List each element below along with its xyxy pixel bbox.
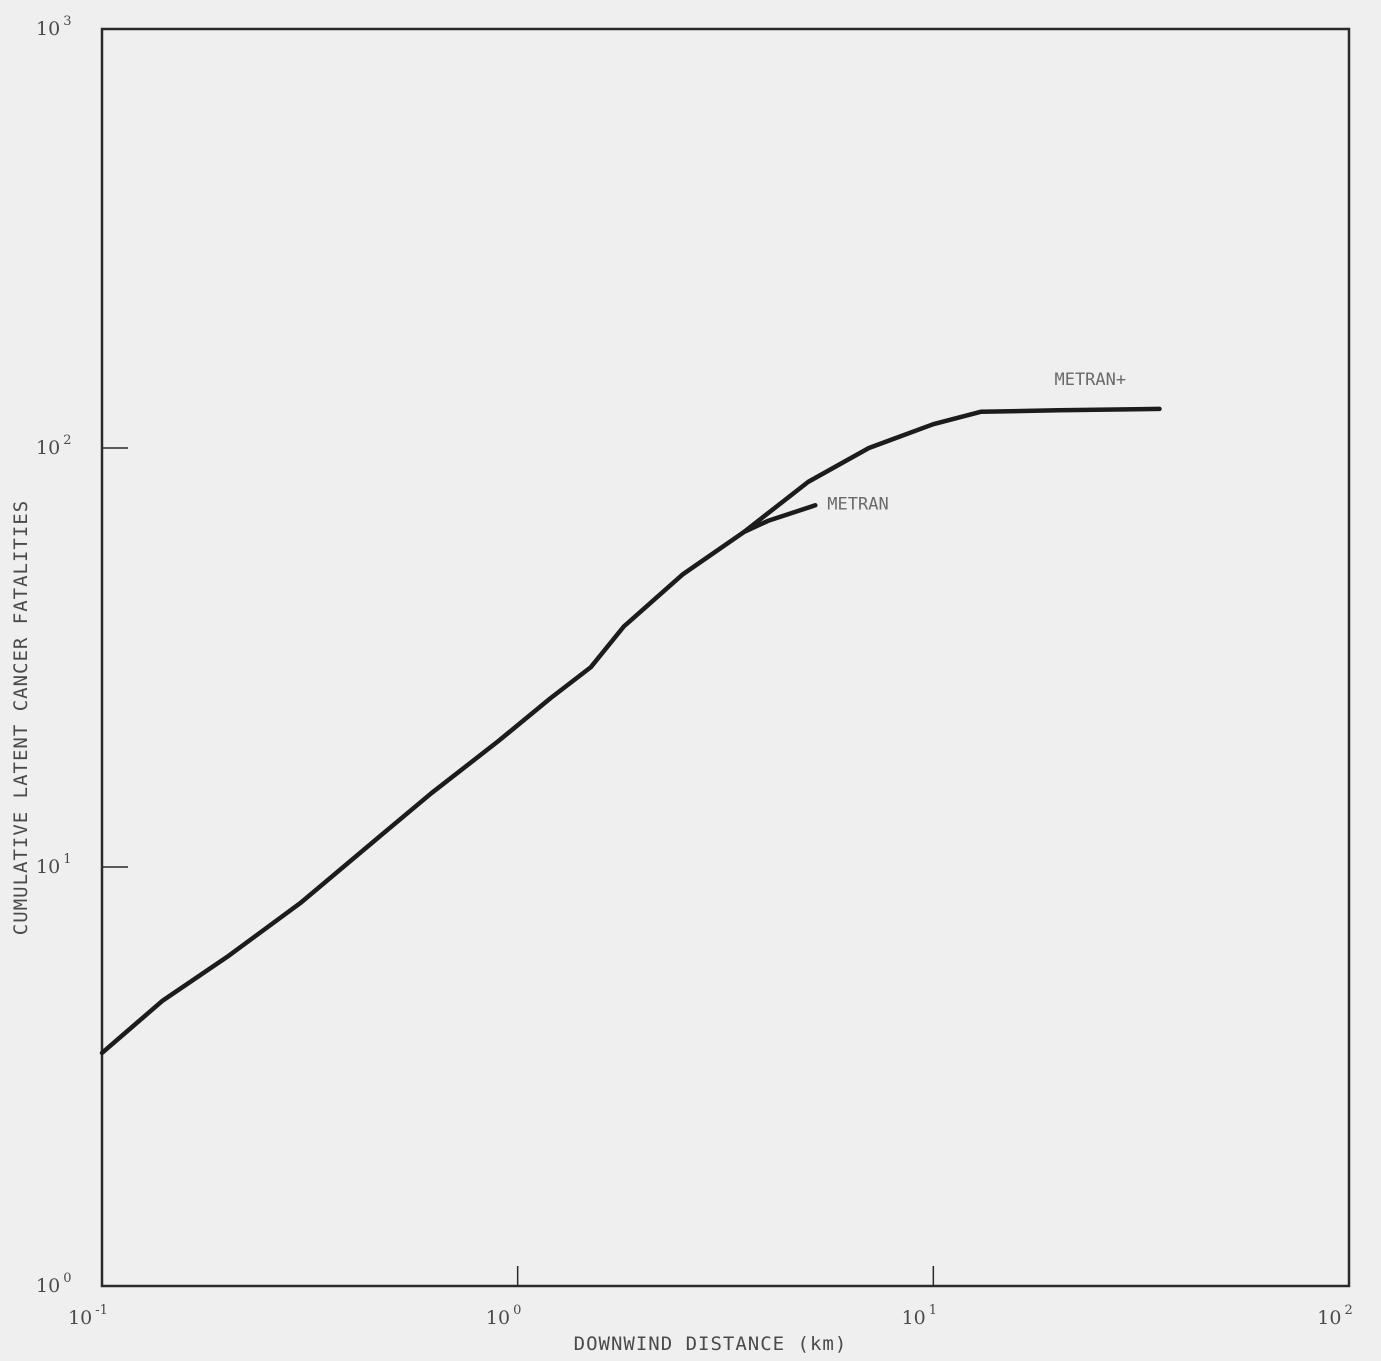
- series-label-metran: METRAN: [827, 494, 888, 514]
- series-line-metran: [99, 406, 1162, 1056]
- plot-frame: [100, 27, 1351, 1288]
- y-tick-label: 10 1: [36, 852, 71, 878]
- series-lines: [99, 406, 1162, 1056]
- x-tick-label: 10 -1: [68, 1303, 108, 1329]
- x-tick-label: 10 1: [902, 1303, 937, 1329]
- x-tick-label: 10 0: [486, 1303, 521, 1329]
- plot-border: [100, 27, 1351, 1288]
- y-tick-label: 10 2: [36, 433, 71, 459]
- series-line-metran: [741, 503, 818, 535]
- x-axis-ticks: 10 -1 10 0 10 1 10 2: [68, 1266, 1353, 1329]
- series-label-metran: METRAN+: [1054, 370, 1126, 390]
- y-tick-label: 10 3: [36, 14, 71, 40]
- x-axis-label: DOWNWIND DISTANCE (km): [574, 1333, 848, 1355]
- y-axis-label: CUMULATIVE LATENT CANCER FATALITIES: [10, 500, 32, 935]
- series-labels: METRAN+ METRAN: [827, 370, 1126, 514]
- x-tick-label: 10 2: [1317, 1303, 1352, 1329]
- y-tick-label: 10 0: [36, 1271, 71, 1297]
